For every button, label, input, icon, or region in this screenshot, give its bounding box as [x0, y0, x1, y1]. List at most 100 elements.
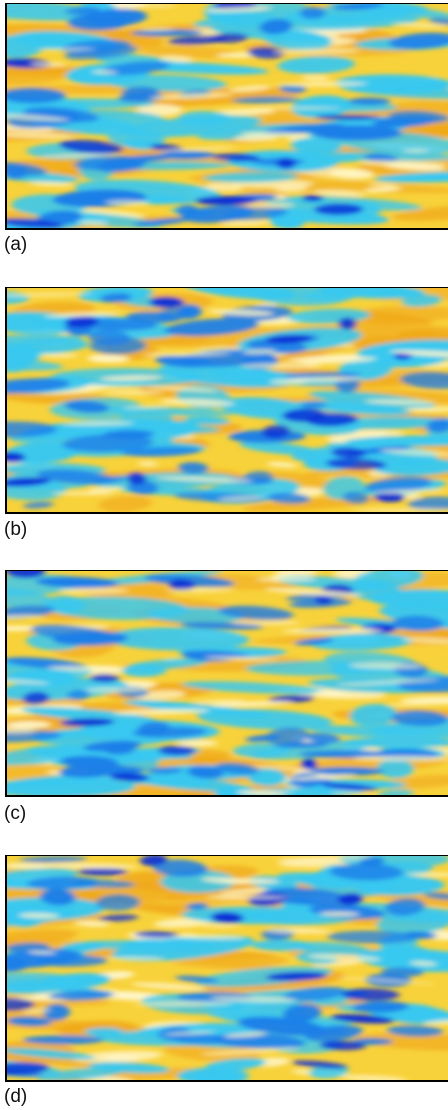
deep-core — [195, 196, 257, 206]
cool-core — [352, 1001, 409, 1013]
cool-streak — [184, 288, 297, 300]
pale-ridge — [201, 924, 240, 928]
cool-core — [279, 84, 307, 94]
cool-core — [40, 888, 76, 906]
deep-core — [337, 893, 364, 906]
cool-core — [392, 615, 445, 632]
pale-streak — [228, 85, 271, 92]
cool-core — [62, 434, 153, 453]
pale-ridge — [389, 350, 448, 358]
pale-ridge — [107, 957, 165, 960]
warm-streak — [358, 305, 448, 322]
pale-ridge — [386, 699, 448, 707]
cool-core — [7, 421, 57, 438]
pale-ridge — [36, 48, 96, 51]
cool-core — [267, 492, 311, 504]
deep-core — [326, 458, 387, 470]
cool-streak — [377, 789, 414, 795]
deep-core — [338, 317, 357, 330]
pale-streak — [154, 917, 213, 928]
pale-ridge — [18, 997, 67, 1002]
deep-core — [314, 114, 381, 121]
cool-streak — [232, 743, 291, 758]
field-streaks — [7, 4, 448, 228]
pale-ridge — [155, 476, 254, 482]
cool-core — [364, 476, 432, 493]
cool-streak — [104, 627, 250, 651]
cool-core — [364, 153, 399, 163]
cool-core — [65, 6, 101, 15]
cool-core — [35, 576, 119, 589]
pale-ridge — [102, 390, 164, 395]
cool-streak — [183, 416, 230, 425]
pale-ridge — [364, 399, 435, 405]
cool-core — [73, 155, 148, 171]
deep-core — [7, 571, 46, 579]
pale-ridge — [404, 407, 448, 412]
deep-core — [59, 139, 124, 154]
cool-core — [342, 491, 370, 504]
cool-core — [351, 1038, 393, 1045]
cool-core — [386, 1025, 444, 1037]
pale-ridge — [218, 496, 265, 501]
cool-core — [146, 767, 183, 775]
pale-ridge — [251, 765, 314, 771]
cool-streak — [373, 458, 448, 476]
cool-core — [83, 740, 142, 752]
deep-core — [7, 1062, 49, 1076]
cool-streak — [367, 589, 448, 609]
pale-ridge — [150, 92, 233, 100]
pale-ridge — [7, 726, 36, 734]
cool-core — [333, 4, 383, 10]
cool-streak — [7, 4, 103, 21]
cool-streak — [203, 171, 299, 183]
pale-ridge — [58, 587, 129, 594]
pale-ridge — [349, 662, 423, 670]
cool-core — [283, 1003, 322, 1023]
deep-core — [158, 745, 196, 756]
pale-ridge — [330, 791, 379, 795]
cool-core — [265, 727, 309, 746]
cool-core — [218, 605, 294, 621]
cool-streak — [195, 966, 333, 987]
cool-core — [305, 732, 341, 744]
pale-ridge — [47, 666, 120, 671]
cool-streak — [277, 56, 355, 74]
field-streaks — [7, 856, 448, 1080]
pale-ridge — [423, 1019, 448, 1025]
pale-ridge — [91, 70, 118, 74]
deep-core — [341, 988, 400, 1001]
pale-ridge — [142, 352, 231, 356]
pale-streak — [7, 124, 54, 132]
pale-ridge — [307, 954, 381, 962]
cool-core — [152, 859, 208, 877]
cool-core — [18, 856, 88, 863]
deep-core — [314, 203, 364, 216]
cool-streak — [376, 758, 414, 779]
pale-ridge — [360, 160, 448, 167]
pale-ridge — [265, 928, 332, 934]
pale-ridge — [210, 996, 297, 1003]
cool-core — [102, 429, 155, 439]
pale-ridge — [204, 656, 278, 661]
cool-core — [380, 967, 424, 977]
deep-core — [109, 772, 150, 782]
deep-core — [331, 447, 366, 458]
pale-streak — [300, 75, 331, 81]
pale-ridge — [373, 489, 447, 494]
pale-ridge — [210, 701, 293, 707]
pale-streak — [137, 461, 158, 467]
pale-ridge — [276, 82, 368, 87]
cool-core — [284, 986, 347, 1002]
deep-core — [319, 1040, 367, 1051]
field-image-d — [7, 856, 448, 1080]
cool-streak — [127, 658, 209, 670]
pale-ridge — [233, 135, 279, 142]
cool-core — [102, 61, 170, 76]
pale-ridge — [22, 1008, 51, 1014]
pale-streak — [343, 1075, 408, 1080]
deep-core — [266, 971, 328, 981]
cool-core — [164, 318, 259, 336]
cool-core — [23, 501, 54, 509]
pale-ridge — [314, 690, 348, 697]
